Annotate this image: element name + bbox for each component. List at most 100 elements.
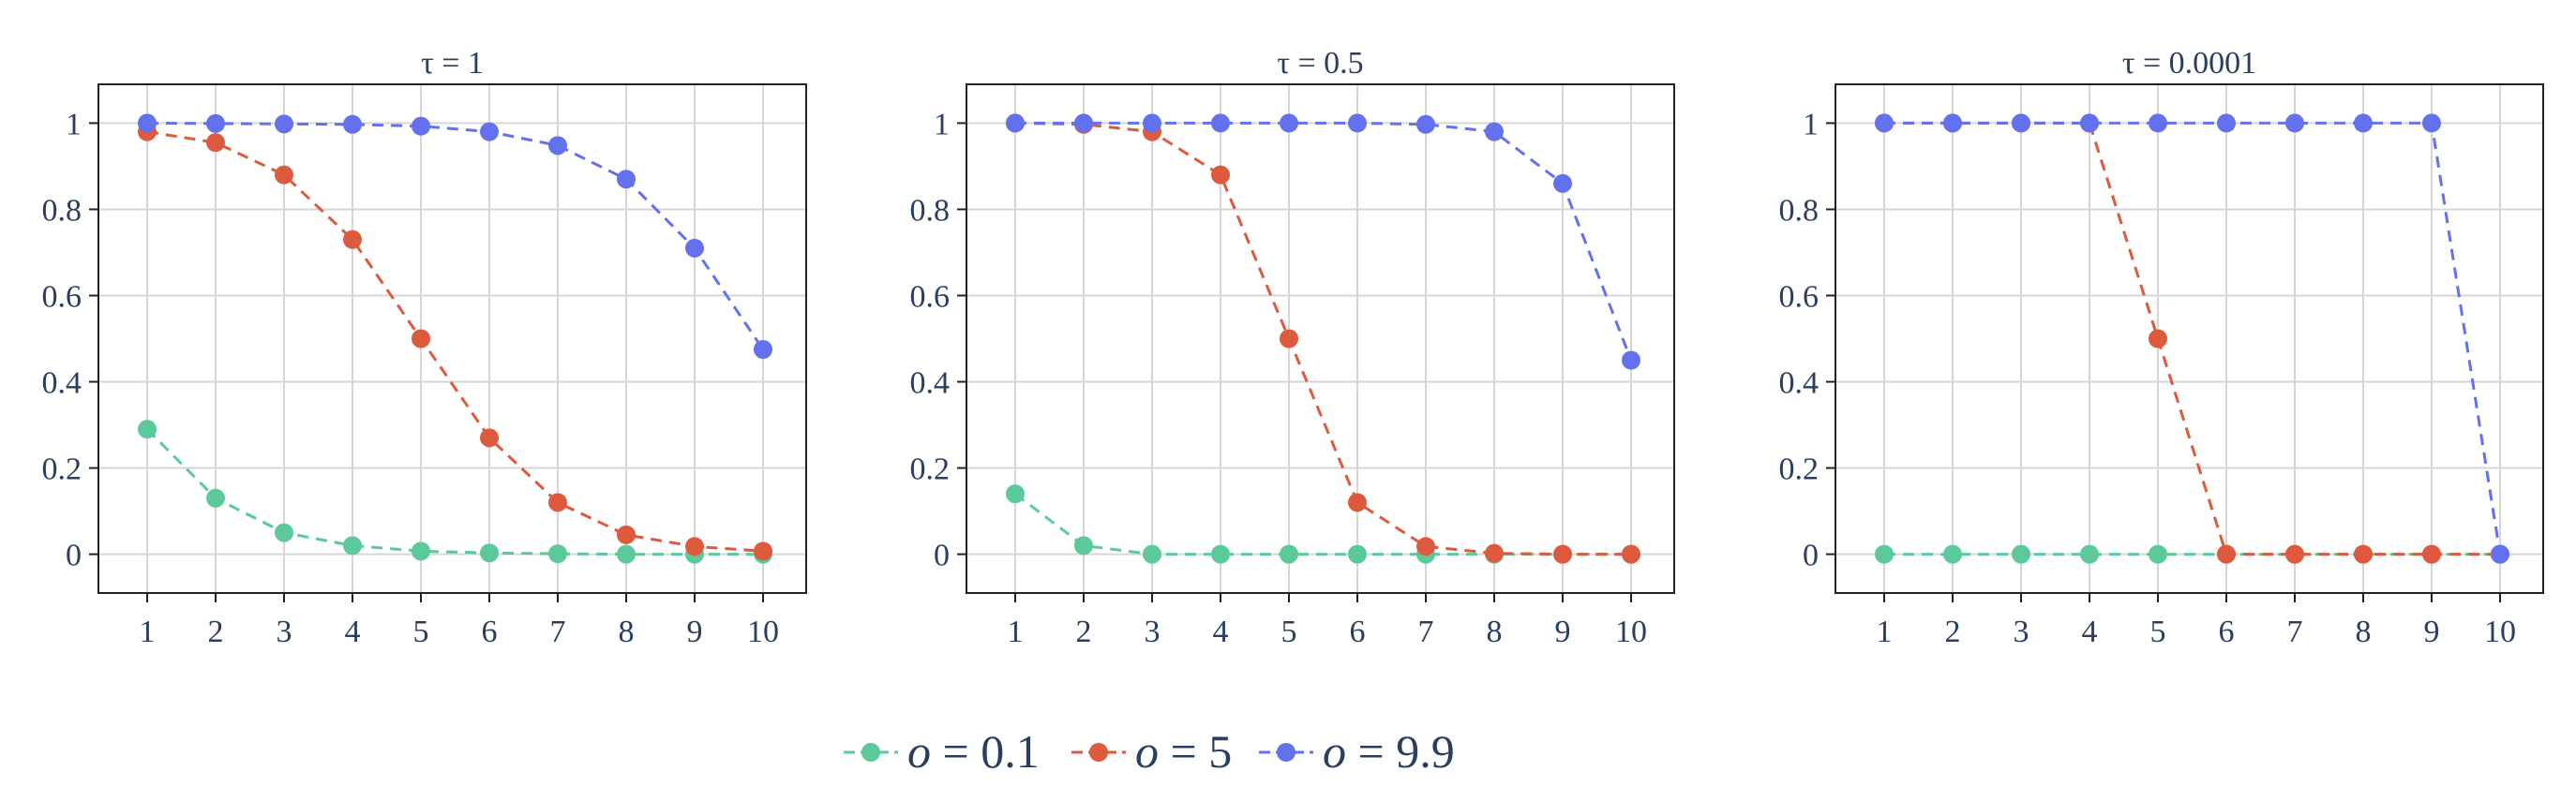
legend-label: o = 5	[1135, 725, 1232, 778]
data-point	[412, 541, 430, 561]
legend-marker	[861, 743, 880, 762]
data-point	[1211, 544, 1230, 564]
chart-panel-2: 0 0.2 0.4 0.6 0.8 1 1 2 3 4 5 6 7 8 9 10 τ = 0.5	[910, 46, 1675, 649]
panel-title: τ = 0.5	[1277, 46, 1363, 81]
legend-item-1: o = 0.1	[844, 725, 1040, 778]
legend-label: o = 0.1	[907, 725, 1040, 778]
x-tick-label: 10	[747, 615, 779, 649]
x-tick-label: 8	[2356, 615, 2372, 649]
legend-item-3: o = 9.9	[1259, 725, 1455, 778]
y-tick-label: 0.6	[910, 279, 951, 314]
x-tick-label: 7	[1418, 615, 1434, 649]
series-2	[1006, 113, 1640, 564]
x-tick-label: 2	[1945, 615, 1961, 649]
data-point	[1211, 113, 1230, 133]
data-point	[1553, 544, 1572, 564]
data-point	[206, 133, 225, 153]
x-tick-label: 2	[208, 615, 224, 649]
data-point	[1280, 113, 1298, 133]
y-tick-label: 0	[66, 539, 82, 573]
data-point	[2012, 544, 2030, 564]
y-tick-label: 0.2	[1779, 452, 1820, 487]
data-point	[2285, 113, 2304, 133]
data-point	[1006, 113, 1025, 133]
y-tick-label: 0	[1803, 539, 1819, 573]
data-point	[1485, 122, 1504, 141]
data-point	[1143, 113, 1161, 133]
data-point	[1006, 484, 1025, 504]
data-point	[2149, 329, 2167, 349]
x-tick-label: 9	[2424, 615, 2440, 649]
panel-title: τ = 0.0001	[2122, 46, 2256, 81]
data-point	[206, 113, 225, 133]
data-point	[1553, 173, 1572, 193]
chart-panels: 00.20.40.60.811 2 3 4 5 6 7 8 9 10τ = 100.20.40.6…	[42, 46, 2544, 649]
legend-marker	[1277, 743, 1295, 762]
data-point	[2354, 113, 2373, 133]
data-point	[685, 537, 704, 556]
chart-panel-1: 0 0.2 0.4 0.6 0.8 1 1 2 3 4 5 6 7 8 9 10 τ = 1	[42, 46, 807, 649]
data-point	[1416, 114, 1435, 134]
data-point	[2149, 544, 2167, 564]
x-tick-label: 5	[413, 615, 429, 649]
series-3	[1006, 113, 1640, 370]
x-tick-label: 4	[345, 615, 361, 649]
data-point	[2012, 113, 2030, 133]
data-point	[1211, 165, 1230, 185]
data-point	[2080, 113, 2099, 133]
series-line	[1884, 121, 2500, 556]
y-tick-label: 1	[1803, 107, 1819, 141]
series-line	[146, 121, 765, 350]
x-tick-label: 6	[2219, 615, 2235, 649]
data-point	[685, 238, 704, 258]
data-point	[206, 488, 225, 508]
series-2	[1875, 113, 2509, 564]
legend-item-2: o = 5	[1071, 725, 1232, 778]
y-tick-label: 1	[66, 107, 82, 141]
series-line	[145, 428, 763, 556]
legend-var: o	[1135, 725, 1159, 778]
data-point	[2285, 544, 2304, 564]
data-point	[2217, 113, 2236, 133]
y-tick-label: 0.8	[1779, 193, 1820, 228]
x-tick-label: 4	[2082, 615, 2098, 649]
x-tick-label: 8	[619, 615, 635, 649]
y-tick-label: 0.8	[910, 193, 951, 228]
data-point	[2491, 544, 2509, 564]
legend-var: o	[1323, 725, 1346, 778]
data-point	[1485, 543, 1504, 563]
data-point	[412, 329, 430, 349]
data-point	[275, 114, 293, 134]
series-line	[146, 130, 764, 553]
x-tick-label: 1	[1877, 615, 1893, 649]
x-tick-label: 5	[1281, 615, 1297, 649]
data-point	[548, 136, 567, 156]
data-point	[343, 230, 362, 249]
x-tick-label: 4	[1213, 615, 1229, 649]
data-point	[1943, 113, 1962, 133]
data-point	[275, 165, 293, 185]
y-tick-label: 0.4	[42, 366, 82, 401]
x-tick-label: 10	[1615, 615, 1647, 649]
data-point	[1416, 537, 1435, 556]
data-point	[1280, 329, 1298, 349]
data-point	[1875, 544, 1894, 564]
x-tick-label: 5	[2150, 615, 2166, 649]
x-tick-label: 1	[140, 615, 156, 649]
x-tick-label: 3	[1145, 615, 1161, 649]
x-tick-label: 9	[1555, 615, 1571, 649]
data-point	[2149, 113, 2167, 133]
x-tick-label: 6	[1350, 615, 1366, 649]
data-point	[1622, 350, 1640, 370]
series-line	[1014, 492, 1631, 556]
data-point	[754, 541, 772, 561]
series-1	[1006, 484, 1640, 564]
data-point	[1622, 544, 1640, 564]
data-point	[1348, 113, 1367, 133]
series-3	[1875, 113, 2509, 564]
legend-value: = 9.9	[1346, 725, 1455, 778]
data-point	[2217, 544, 2236, 564]
y-tick-label: 0.4	[910, 366, 951, 401]
